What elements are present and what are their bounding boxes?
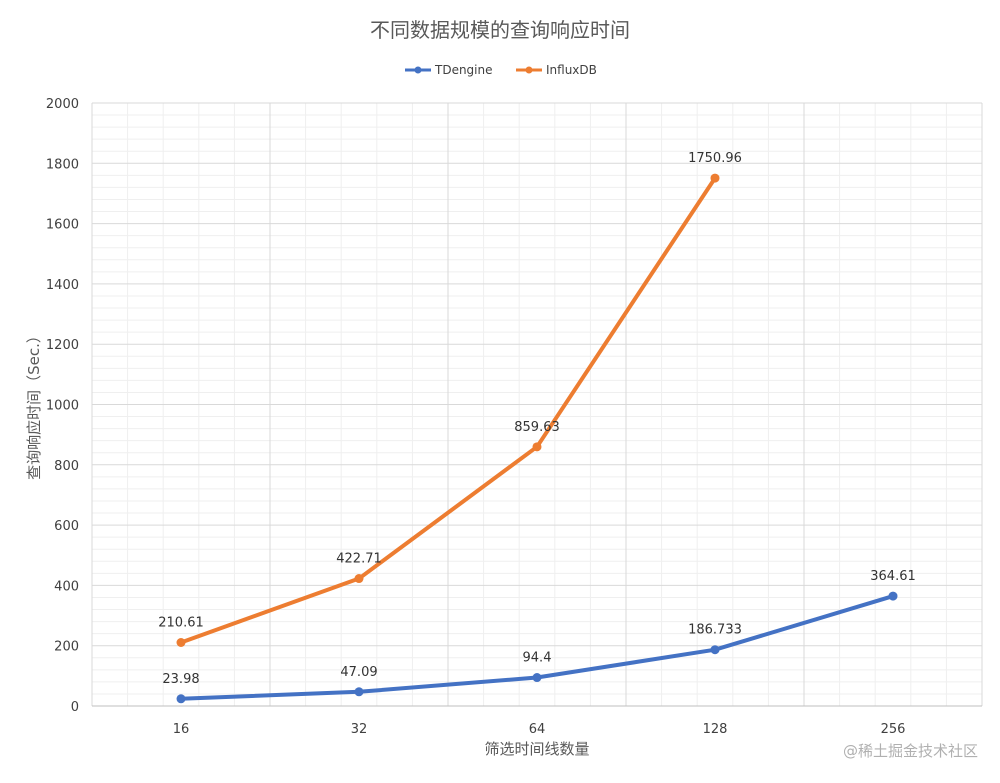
x-tick-label: 128: [703, 722, 728, 737]
data-label-tdengine: 47.09: [340, 665, 377, 680]
data-label-influxdb: 210.61: [158, 616, 204, 631]
chart-title: 不同数据规模的查询响应时间: [370, 18, 630, 42]
data-label-influxdb: 422.71: [336, 552, 382, 567]
x-axis-title: 筛选时间线数量: [484, 740, 589, 758]
data-point-tdengine: [354, 687, 364, 697]
legend-marker-tdengine: [414, 66, 422, 74]
y-tick-label: 1000: [46, 399, 79, 414]
x-tick-label: 16: [173, 722, 190, 737]
x-tick-label: 256: [881, 722, 906, 737]
data-point-tdengine: [710, 645, 720, 655]
data-label-tdengine: 94.4: [523, 651, 552, 666]
data-label-tdengine: 364.61: [870, 569, 916, 584]
data-point-influxdb: [354, 574, 364, 584]
y-tick-label: 2000: [46, 97, 79, 112]
series-line-tdengine: [179, 594, 895, 701]
plot-area: 0 200 400 600 800 1000 1200 1400 1600 1800 2000 16 3…: [46, 97, 983, 737]
data-label-tdengine: 23.98: [162, 672, 199, 687]
data-label-tdengine: 186.733: [688, 623, 742, 638]
legend-label-influxdb: InfluxDB: [546, 63, 597, 77]
data-point-influxdb: [710, 173, 720, 183]
data-point-influxdb: [532, 442, 542, 452]
legend-marker-influxdb: [525, 66, 533, 74]
legend-item-influxdb: InfluxDB: [516, 63, 597, 77]
data-point-tdengine: [532, 673, 542, 683]
y-tick-label: 600: [54, 519, 79, 534]
legend-item-tdengine: TDengine: [405, 63, 493, 77]
x-tick-label: 32: [351, 722, 368, 737]
data-label-influxdb: 1750.96: [688, 151, 742, 166]
legend-label-tdengine: TDengine: [434, 63, 493, 77]
data-point-tdengine: [176, 694, 186, 704]
data-point-tdengine: [888, 591, 898, 601]
data-point-influxdb: [176, 638, 186, 648]
y-tick-label: 200: [54, 640, 79, 655]
y-tick-label: 1600: [46, 218, 79, 233]
x-tick-label: 64: [529, 722, 546, 737]
data-label-influxdb: 859.63: [514, 420, 560, 435]
series-line-influxdb: [179, 176, 717, 645]
watermark: @稀土掘金技术社区: [843, 742, 978, 760]
y-tick-label: 1800: [46, 157, 79, 172]
y-tick-label: 1400: [46, 278, 79, 293]
legend: TDengine InfluxDB: [405, 63, 597, 77]
y-tick-label: 1200: [46, 338, 79, 353]
y-tick-label: 800: [54, 459, 79, 474]
y-tick-label: 0: [71, 700, 79, 715]
y-tick-label: 400: [54, 579, 79, 594]
y-axis-title: 查询响应时间（Sec.）: [25, 328, 43, 480]
